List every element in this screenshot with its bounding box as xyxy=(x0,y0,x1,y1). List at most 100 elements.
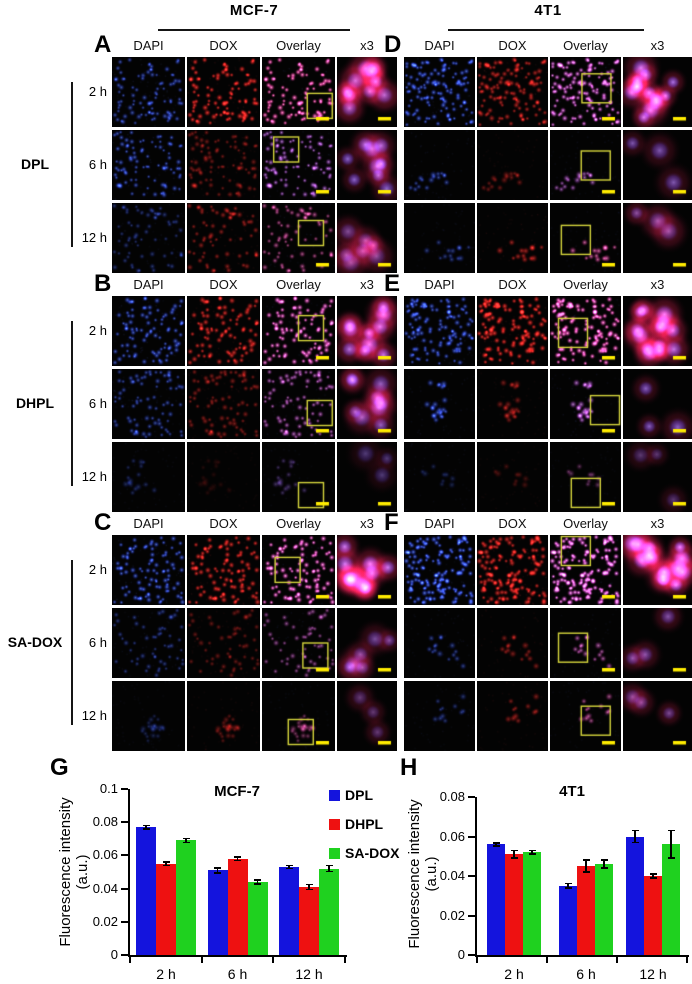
panel-C-6h-overlay-micrograph xyxy=(262,608,335,678)
column-label-overlay-E: Overlay xyxy=(563,277,608,292)
y-tick-H-0 xyxy=(468,954,475,956)
panel-A-6h-dapi-micrograph xyxy=(112,130,185,200)
error-cap-bottom-G-DPL-1 xyxy=(214,872,221,874)
legend-swatch-SA-DOX xyxy=(329,848,340,859)
panel-E-2h-overlay-micrograph xyxy=(550,296,621,366)
column-label-dapi-B: DAPI xyxy=(133,277,164,292)
x-tick-H-2 xyxy=(616,957,618,963)
y-tick-H-3 xyxy=(468,835,475,838)
time-label-B-6h: 6 h xyxy=(88,396,107,411)
panel-F-12h-overlay-micrograph xyxy=(550,681,621,751)
error-cap-bottom-G-DHPL-1 xyxy=(234,859,241,862)
panel-F-12h-dox-micrograph xyxy=(477,681,548,751)
time-label-B-12h: 12 h xyxy=(81,469,107,484)
error-cap-bottom-H-DHPL-2 xyxy=(649,877,657,879)
y-tick-H-4 xyxy=(468,796,475,798)
error-cap-bottom-G-SA-DOX-1 xyxy=(254,883,261,885)
panel-letter-B: B xyxy=(94,270,112,297)
legend-swatch-DHPL xyxy=(329,819,340,830)
panel-D-12h-x3-micrograph xyxy=(623,203,692,273)
x-tick-H-0 xyxy=(476,957,478,963)
panel-A-2h-x3-micrograph xyxy=(337,57,397,127)
error-cap-bottom-H-DPL-1 xyxy=(564,887,572,889)
time-label-C-12h: 12 h xyxy=(81,708,107,723)
error-cap-bottom-H-SA-DOX-2 xyxy=(667,857,675,859)
panel-C-12h-overlay-micrograph xyxy=(262,681,335,751)
error-bar-H-SA-DOX-0 xyxy=(531,850,533,854)
bar-G-DPL-12h xyxy=(279,867,299,955)
panel-D-6h-x3-micrograph xyxy=(623,130,692,200)
panel-C-6h-x3-micrograph xyxy=(337,608,397,678)
column-label-dox-B: DOX xyxy=(209,277,238,292)
error-cap-bottom-G-DPL-2 xyxy=(285,867,293,870)
chart-title-4t1: 4T1 xyxy=(559,783,585,800)
panel-B-12h-overlay-micrograph xyxy=(262,442,335,512)
panel-letter-A: A xyxy=(94,31,112,58)
panel-E-12h-x3-micrograph xyxy=(623,442,692,512)
panel-letter-C: C xyxy=(94,509,112,536)
panel-E-2h-dapi-micrograph xyxy=(404,296,475,366)
time-label-B-2h: 2 h xyxy=(88,323,107,338)
bar-G-SA-DOX-6h xyxy=(247,881,268,955)
column-label-dapi-D: DAPI xyxy=(424,38,455,53)
x-tick-label-H-6h: 6 h xyxy=(576,966,596,982)
error-cap-top-G-SA-DOX-0 xyxy=(182,837,190,840)
y-tick-H-1 xyxy=(468,914,475,917)
error-bar-G-SA-DOX-0 xyxy=(185,838,187,843)
chart-title-mcf-7: MCF-7 xyxy=(214,783,260,800)
column-label-dox-F: DOX xyxy=(498,516,527,531)
panel-D-6h-dox-micrograph xyxy=(477,130,548,200)
error-bar-H-DHPL-0 xyxy=(513,850,515,859)
panel-A-12h-dox-micrograph xyxy=(187,203,260,273)
y-tick-label-H-2: 0.04 xyxy=(439,868,465,883)
panel-F-6h-dox-micrograph xyxy=(477,608,548,678)
error-cap-bottom-H-DHPL-1 xyxy=(582,871,590,873)
panel-C-2h-overlay-micrograph xyxy=(262,535,335,605)
error-cap-top-H-SA-DOX-1 xyxy=(600,859,608,861)
panel-E-2h-x3-micrograph xyxy=(623,296,692,366)
x-tick-G-3 xyxy=(344,957,346,963)
y-tick-G-2 xyxy=(121,887,128,890)
error-cap-top-G-SA-DOX-2 xyxy=(325,864,333,867)
error-cap-top-H-DHPL-2 xyxy=(649,873,657,875)
bar-H-DPL-6h xyxy=(559,885,577,955)
error-bar-H-SA-DOX-1 xyxy=(603,860,605,869)
error-bar-H-DPL-0 xyxy=(495,842,497,846)
column-label-dapi-E: DAPI xyxy=(424,277,455,292)
error-cap-bottom-G-SA-DOX-0 xyxy=(182,841,190,844)
error-bar-H-DPL-1 xyxy=(567,883,569,889)
error-cap-top-G-DPL-0 xyxy=(142,824,150,827)
panel-C-12h-dapi-micrograph xyxy=(112,681,185,751)
y-tick-label-H-1: 0.02 xyxy=(439,907,465,923)
panel-E-6h-dox-micrograph xyxy=(477,369,548,439)
panel-F-2h-dox-micrograph xyxy=(477,535,548,605)
panel-E-6h-dapi-micrograph xyxy=(404,369,475,439)
time-label-C-6h: 6 h xyxy=(88,635,107,650)
bar-G-DPL-2h xyxy=(136,827,156,955)
bar-G-DHPL-12h xyxy=(299,886,319,955)
column-label-dox-E: DOX xyxy=(498,277,527,292)
panel-F-6h-dapi-micrograph xyxy=(404,608,475,678)
cell-line-header-4t1: 4T1 xyxy=(534,2,562,19)
error-cap-bottom-G-DHPL-2 xyxy=(305,888,313,891)
column-label-overlay-B: Overlay xyxy=(276,277,321,292)
error-cap-bottom-G-DHPL-0 xyxy=(162,864,170,867)
panel-A-2h-dox-micrograph xyxy=(187,57,260,127)
column-label-dox-A: DOX xyxy=(209,38,238,53)
y-tick-G-1 xyxy=(121,920,128,923)
time-label-A-12h: 12 h xyxy=(81,230,107,245)
cell-line-header-mcf7-rule xyxy=(158,29,350,31)
panel-B-6h-dox-micrograph xyxy=(187,369,260,439)
x-tick-label-G-12h: 12 h xyxy=(295,966,323,982)
bar-H-DHPL-12h xyxy=(644,876,662,955)
treatment-label-dhpl: DHPL xyxy=(15,395,55,411)
y-tick-G-0 xyxy=(121,954,128,956)
panel-E-6h-overlay-micrograph xyxy=(550,369,621,439)
error-cap-top-G-DPL-2 xyxy=(285,864,293,867)
panel-E-12h-overlay-micrograph xyxy=(550,442,621,512)
column-label-dapi-C: DAPI xyxy=(133,516,164,531)
bar-G-SA-DOX-2h xyxy=(176,840,196,955)
error-cap-top-H-DHPL-0 xyxy=(510,849,518,852)
y-tick-label-G-0: 0 xyxy=(110,947,118,962)
error-bar-G-SA-DOX-2 xyxy=(328,865,330,872)
